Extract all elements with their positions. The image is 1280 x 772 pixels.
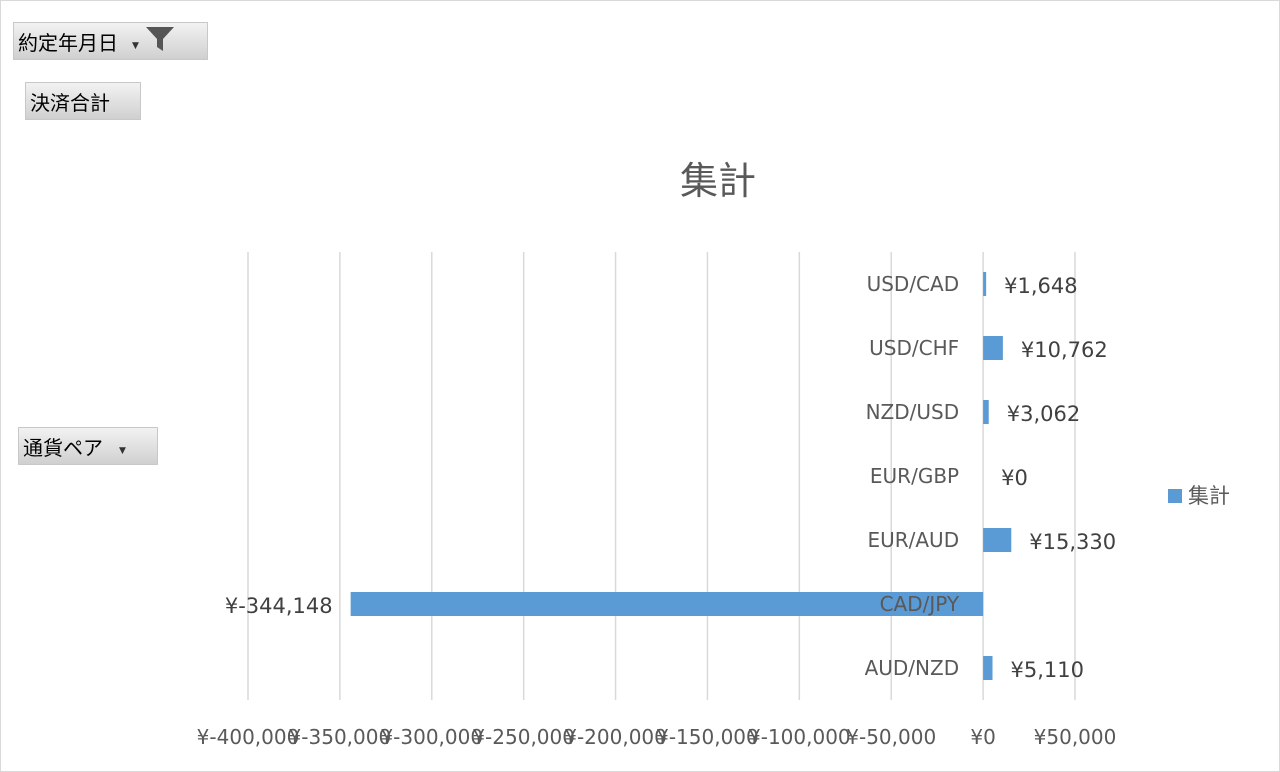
legend-label: 集計 (1188, 484, 1230, 508)
x-tick-label: ¥-50,000 (846, 725, 936, 749)
category-label: EUR/AUD (867, 528, 959, 552)
gridlines (247, 252, 1076, 700)
axis-field-button[interactable]: 通貨ペア ▼ (18, 427, 158, 465)
data-label: ¥10,762 (1021, 338, 1108, 362)
category-label: EUR/GBP (870, 464, 959, 488)
category-label: CAD/JPY (880, 592, 960, 616)
axis-field-label: 通貨ペア (23, 435, 103, 460)
category-label: AUD/NZD (865, 656, 960, 680)
value-field-label: 決済合計 (30, 90, 110, 115)
x-tick-label: ¥-100,000 (748, 725, 851, 749)
data-label: ¥15,330 (1029, 530, 1116, 554)
bar (983, 272, 987, 296)
x-tick-label: ¥-150,000 (656, 725, 759, 749)
bar (983, 656, 993, 680)
data-labels: ¥5,110 ¥-344,148 ¥15,330 ¥0 ¥3,062 ¥10,762 ¥1,… (225, 274, 1116, 682)
bars (350, 272, 1012, 680)
data-label: ¥5,110 (1011, 658, 1084, 682)
filter-icon[interactable] (145, 26, 175, 57)
bar (983, 336, 1003, 360)
chevron-down-icon[interactable]: ▼ (119, 446, 126, 456)
x-axis-tick-labels: ¥-400,000¥-350,000¥-300,000¥-250,000¥-20… (197, 725, 1117, 749)
x-tick-label: ¥-400,000 (197, 725, 300, 749)
category-labels: AUD/NZD CAD/JPY EUR/AUD EUR/GBP NZD/USD USD/C… (865, 272, 960, 680)
data-label: ¥0 (1001, 466, 1028, 490)
bar (350, 592, 984, 616)
x-tick-label: ¥50,000 (1034, 725, 1117, 749)
x-tick-label: ¥0 (970, 725, 995, 749)
date-filter-label: 約定年月日 (18, 30, 118, 55)
legend-swatch (1168, 489, 1182, 503)
legend[interactable]: 集計 (1168, 484, 1230, 508)
x-tick-label: ¥-200,000 (564, 725, 667, 749)
x-tick-label: ¥-250,000 (472, 725, 575, 749)
data-label: ¥1,648 (1004, 274, 1077, 298)
data-label: ¥-344,148 (225, 594, 333, 618)
x-tick-label: ¥-300,000 (380, 725, 483, 749)
category-label: USD/CHF (869, 336, 959, 360)
category-label: NZD/USD (866, 400, 960, 424)
date-filter-button[interactable]: 約定年月日 ▼ (13, 22, 208, 60)
x-tick-label: ¥-350,000 (289, 725, 392, 749)
chevron-down-icon[interactable]: ▼ (132, 41, 139, 51)
data-label: ¥3,062 (1007, 402, 1080, 426)
value-field-button[interactable]: 決済合計 (25, 82, 141, 120)
category-label: USD/CAD (867, 272, 960, 296)
bar (983, 528, 1012, 552)
bar (983, 400, 989, 424)
chart-title: 集計 (680, 159, 756, 203)
